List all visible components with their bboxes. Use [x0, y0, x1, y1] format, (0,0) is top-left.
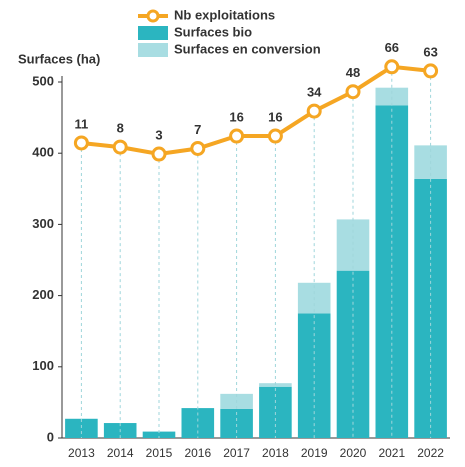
bar [336, 219, 370, 271]
data-label: 11 [75, 116, 89, 131]
y-tick-label: 300 [32, 216, 54, 231]
data-label: 16 [229, 109, 243, 124]
x-tick-label: 2020 [340, 446, 367, 460]
legend-label: Nb exploitations [174, 7, 275, 22]
point [384, 59, 400, 75]
data-label: 3 [155, 127, 162, 142]
x-tick-label: 2021 [378, 446, 405, 460]
bar [142, 431, 176, 438]
legend-swatch [138, 43, 168, 57]
legend-label: Surfaces en conversion [174, 41, 321, 56]
x-tick-label: 2019 [301, 446, 328, 460]
x-tick-label: 2017 [223, 446, 250, 460]
data-label: 16 [268, 109, 282, 124]
x-tick-label: 2013 [68, 446, 95, 460]
data-label: 34 [307, 85, 322, 100]
point [345, 84, 361, 100]
data-label: 48 [346, 65, 360, 80]
point [151, 146, 167, 162]
point [229, 128, 245, 144]
data-label: 63 [423, 44, 437, 59]
y-tick-label: 100 [32, 358, 54, 373]
y-axis-label: Surfaces (ha) [18, 51, 100, 66]
y-tick-label: 400 [32, 145, 54, 160]
point [112, 139, 128, 155]
data-label: 66 [385, 40, 399, 55]
y-tick-label: 500 [32, 73, 54, 88]
y-tick-label: 0 [47, 429, 54, 444]
point [190, 140, 206, 156]
legend-swatch [146, 9, 160, 23]
x-tick-label: 2018 [262, 446, 289, 460]
point [267, 128, 283, 144]
point [423, 63, 439, 79]
x-tick-label: 2022 [417, 446, 444, 460]
y-tick-label: 200 [32, 287, 54, 302]
data-label: 7 [194, 122, 201, 137]
x-tick-label: 2014 [107, 446, 134, 460]
line [81, 64, 431, 157]
bar [65, 418, 98, 438]
point [73, 135, 89, 151]
data-label: 8 [117, 121, 124, 136]
bar [375, 87, 409, 106]
x-tick-label: 2015 [146, 446, 173, 460]
legend-label: Surfaces bio [174, 24, 252, 39]
point [306, 103, 322, 119]
x-tick-label: 2016 [184, 446, 211, 460]
legend-swatch [138, 26, 168, 40]
